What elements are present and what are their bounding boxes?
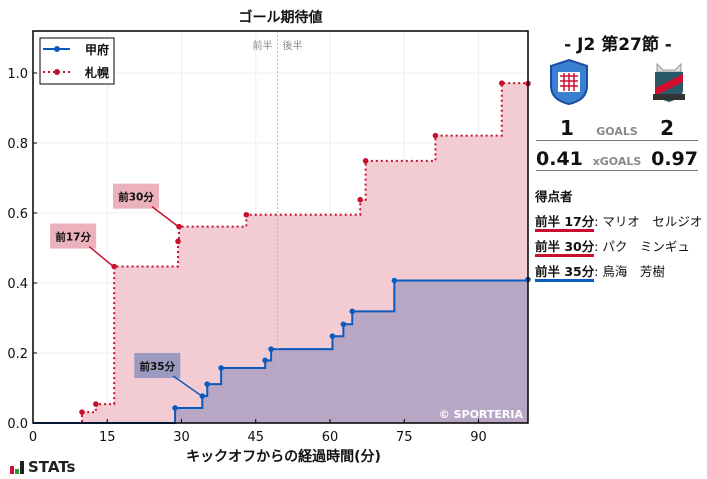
- x-tick-label: 75: [396, 430, 413, 445]
- annotation-arrow: [88, 245, 113, 267]
- data-point: [176, 223, 182, 230]
- x-tick-label: 0: [29, 430, 37, 445]
- bar-chart-icon: [10, 461, 24, 474]
- watermark: © SPORTERIA: [439, 408, 524, 421]
- goals-label: GOALS: [596, 125, 638, 138]
- legend-marker: [54, 69, 60, 75]
- data-point: [204, 381, 211, 387]
- data-point: [357, 196, 363, 203]
- data-point: [340, 321, 347, 328]
- away-xg: 0.97: [651, 148, 698, 170]
- annotation-label: 前30分: [118, 191, 154, 204]
- away-goals: 2: [660, 116, 674, 140]
- data-point: [391, 277, 398, 284]
- data-point: [218, 365, 224, 371]
- scorers-list: 得点者 前半 17分: マリオ セルジオ 前半 30分: パク ミンギュ 前半 …: [535, 186, 702, 282]
- scorers-title: 得点者: [535, 189, 573, 204]
- data-point: [349, 308, 356, 315]
- series-line-札幌: [33, 82, 529, 424]
- x-tick-label: 45: [247, 430, 264, 445]
- data-point: [268, 346, 274, 352]
- y-tick-label: 1.0: [7, 67, 28, 82]
- data-point: [362, 158, 369, 164]
- annotation-box: [50, 223, 97, 249]
- x-tick-label: 60: [322, 430, 339, 445]
- legend-marker: [54, 46, 60, 52]
- series-area-甲府: [33, 279, 528, 423]
- annotation-box: [134, 353, 181, 379]
- stats-logo: STATs: [10, 458, 75, 476]
- scorer-item: 前半 17分: マリオ セルジオ: [535, 211, 702, 232]
- legend-label: 甲府: [85, 42, 109, 57]
- y-tick-label: 0.0: [7, 417, 28, 432]
- x-tick-label: 15: [99, 430, 116, 445]
- data-point: [199, 393, 206, 399]
- xg-row: 0.41 xGOALS 0.97: [536, 148, 698, 171]
- data-point: [262, 357, 268, 364]
- scorer-item: 前半 35分: 鳥海 芳樹: [535, 261, 702, 282]
- y-tick-label: 0.2: [7, 347, 28, 362]
- first-half-label: 前半: [253, 39, 273, 52]
- series-line-甲府: [33, 279, 529, 424]
- data-point: [111, 263, 117, 270]
- data-point: [329, 333, 336, 340]
- goals-row: 1 GOALS 2: [536, 116, 698, 141]
- y-tick-label: 0.8: [7, 137, 28, 152]
- home-goals: 1: [560, 116, 574, 140]
- x-tick-label: 90: [470, 430, 487, 445]
- x-tick-label: 30: [173, 430, 190, 445]
- data-point: [498, 80, 505, 86]
- match-title: - J2 第27節 -: [564, 35, 672, 55]
- chart-title: ゴール期待値: [239, 9, 323, 26]
- data-point: [93, 401, 99, 407]
- legend-box: [39, 37, 115, 85]
- annotation-label: 前35分: [139, 360, 175, 373]
- data-point: [243, 211, 250, 218]
- second-half-label: 後半: [283, 39, 303, 52]
- annotation-arrow: [151, 206, 178, 227]
- y-tick-label: 0.6: [7, 207, 28, 222]
- data-point: [432, 132, 439, 139]
- annotation-arrow: [172, 375, 201, 396]
- home-xg: 0.41: [536, 148, 583, 170]
- data-point: [175, 238, 181, 245]
- xg-label: xGOALS: [592, 155, 642, 168]
- data-point: [172, 405, 178, 411]
- y-tick-label: 0.4: [7, 277, 28, 292]
- home-team-logo: [550, 58, 588, 106]
- x-axis-label: キックオフからの経過時間(分): [186, 448, 381, 465]
- plot-frame: [32, 30, 529, 424]
- legend-label: 札幌: [84, 65, 109, 80]
- annotation-label: 前17分: [55, 231, 91, 244]
- annotation-box: [113, 183, 160, 209]
- away-team-logo: [653, 62, 685, 102]
- scorer-item: 前半 30分: パク ミンギュ: [535, 236, 702, 257]
- data-point: [79, 409, 85, 415]
